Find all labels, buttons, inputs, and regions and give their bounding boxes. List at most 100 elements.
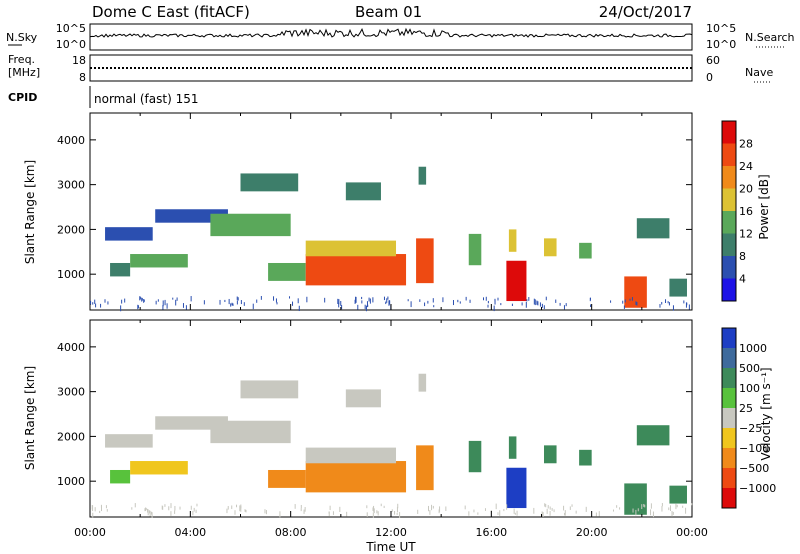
velocity-colorbar: 1000 500 100 25 −25 −100 −500 −1000 [721, 327, 776, 509]
clutter-speck [372, 297, 374, 303]
clutter-speck [389, 300, 391, 305]
clutter-speck [506, 504, 508, 510]
echo-region [669, 278, 687, 297]
colorbar-swatch [722, 468, 736, 489]
clutter-speck [377, 511, 379, 516]
y-tick-label: 1000 [57, 268, 85, 281]
clutter-speck [275, 298, 277, 303]
power-plot: 1000 2000 3000 4000 [57, 113, 693, 312]
clutter-speck [499, 510, 501, 516]
clutter-speck [372, 507, 374, 511]
clutter-speck [613, 509, 615, 512]
clutter-speck [329, 505, 331, 511]
nsky-tick-top: 10^5 [56, 22, 86, 35]
clutter-speck [543, 305, 545, 310]
echo-region [579, 242, 592, 259]
clutter-speck [365, 305, 367, 312]
colorbar-tick-label: 16 [739, 205, 753, 218]
clutter-speck [433, 305, 435, 308]
echo-region [544, 238, 557, 257]
freq-tick-bottom: 8 [79, 71, 86, 84]
clutter-speck [685, 507, 687, 514]
clutter-speck [417, 509, 419, 514]
nsky-trace [89, 27, 693, 38]
clutter-speck [394, 510, 396, 515]
clutter-speck [487, 304, 489, 308]
clutter-speck [265, 510, 267, 515]
clutter-speck [386, 298, 388, 303]
clutter-speck [337, 298, 339, 304]
clutter-speck [669, 505, 671, 511]
nsky-tick-bottom: 10^0 [56, 38, 86, 51]
beam-title: Beam 01 [355, 3, 422, 21]
clutter-speck [94, 507, 96, 512]
clutter-speck [485, 296, 487, 301]
y-tick-label: 3000 [57, 386, 85, 399]
clutter-speck [636, 301, 638, 306]
clutter-speck [546, 508, 548, 514]
clutter-speck [676, 504, 678, 508]
clutter-speck [442, 297, 444, 303]
clutter-speck [629, 298, 631, 301]
clutter-speck [294, 504, 296, 509]
time-tick-label: 04:00 [174, 526, 206, 539]
clutter-speck [495, 503, 497, 510]
clutter-speck [145, 507, 147, 511]
clutter-speck [324, 297, 326, 303]
clutter-speck [585, 506, 587, 512]
clutter-speck [407, 299, 409, 302]
clutter-speck [236, 296, 238, 300]
clutter-speck [195, 509, 197, 513]
clutter-speck [497, 297, 499, 301]
colorbar-tick-label: −25 [739, 422, 762, 435]
clutter-speck [338, 299, 340, 305]
clutter-speck [95, 303, 97, 308]
echo-region [506, 467, 527, 509]
clutter-speck [511, 303, 513, 306]
clutter-speck [306, 296, 308, 303]
time-tick-label: 12:00 [375, 526, 407, 539]
clutter-speck [551, 507, 553, 511]
clutter-speck [541, 303, 543, 308]
clutter-speck [665, 299, 667, 304]
clutter-speck [100, 303, 102, 308]
colorbar-tick-label: 4 [739, 273, 746, 286]
clutter-speck [157, 299, 159, 302]
clutter-speck [396, 512, 398, 515]
clutter-speck [564, 510, 566, 516]
clutter-speck [298, 305, 300, 312]
clutter-speck [661, 503, 663, 507]
clutter-speck [484, 508, 486, 511]
clutter-speck [521, 302, 523, 306]
echo-region [579, 449, 592, 466]
clutter-speck [228, 298, 230, 305]
clutter-speck [424, 302, 426, 307]
clutter-speck [92, 302, 94, 305]
clutter-speck [383, 505, 385, 508]
clutter-speck [661, 301, 663, 305]
clutter-speck [396, 507, 398, 513]
colorbar-tick-label: 24 [739, 160, 753, 173]
clutter-speck [143, 299, 145, 302]
colorbar-tick-label: 500 [739, 362, 760, 375]
clutter-speck [427, 300, 429, 304]
echo-region [636, 425, 670, 446]
clutter-speck [544, 503, 546, 507]
clutter-speck [632, 508, 634, 513]
echo-region [105, 227, 153, 241]
clutter-speck [139, 296, 141, 300]
clutter-speck [385, 301, 387, 305]
velocity-colorbar-label: Velocity [m s⁻¹] [759, 367, 773, 460]
clutter-speck [162, 506, 164, 510]
echo-region [418, 373, 427, 392]
clutter-speck [589, 297, 591, 302]
clutter-speck [619, 507, 621, 510]
clutter-speck [468, 511, 470, 516]
clutter-speck [179, 506, 181, 510]
echo-region [669, 485, 687, 504]
cpid-label: CPID [8, 91, 37, 104]
clutter-speck [328, 511, 330, 517]
clutter-speck [623, 305, 625, 310]
clutter-speck [672, 305, 674, 311]
clutter-speck [346, 511, 348, 517]
